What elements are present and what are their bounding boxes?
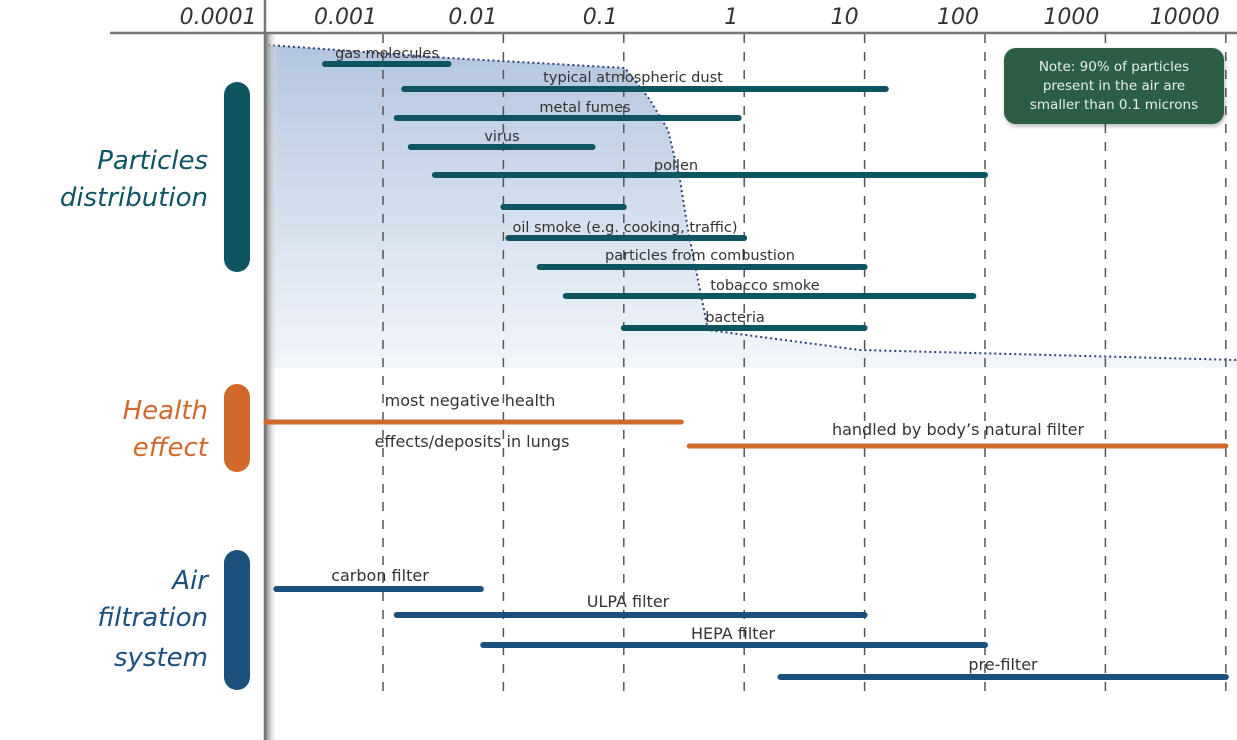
section-title: Air	[170, 566, 210, 596]
x-tick-label: 1	[724, 5, 738, 30]
section-title: Health	[123, 396, 208, 426]
bar-label: handled by body’s natural filter	[832, 420, 1084, 439]
section-title: effect	[133, 433, 209, 463]
bar-label: ULPA filter	[587, 592, 670, 611]
bar-label: pre-filter	[968, 655, 1038, 674]
bar-label: HEPA filter	[691, 624, 775, 643]
bar-label: tobacco smoke	[710, 278, 820, 294]
section-marker	[224, 550, 250, 690]
bar-label: carbon filter	[331, 566, 429, 585]
x-tick-label: 0.1	[583, 5, 618, 30]
bar-label: typical atmospheric dust	[543, 70, 723, 86]
section-title: filtration	[97, 603, 208, 633]
x-tick-label: 1000	[1043, 5, 1099, 30]
bar-label: oil smoke (e.g. cooking, traffic)	[512, 220, 737, 236]
note-line: Note: 90% of particles	[1038, 58, 1190, 75]
distribution-area	[268, 45, 1237, 368]
note-box: Note: 90% of particles present in the ai…	[1004, 48, 1224, 124]
bar-label: gas molecules	[335, 46, 439, 62]
x-tick-label: 10	[831, 5, 859, 30]
section-marker	[224, 82, 250, 272]
bar-label: pollen	[654, 158, 698, 174]
section-marker	[224, 384, 250, 472]
note-line: present in the air are	[1042, 77, 1186, 94]
x-tick-label: 0.0001	[180, 5, 257, 30]
bar-label: most negative health	[385, 391, 556, 410]
bar-label: metal fumes	[539, 100, 630, 116]
bar-label: virus	[484, 129, 519, 145]
axis-shadow	[266, 34, 278, 740]
bar-label: effects/deposits in lungs	[375, 432, 570, 451]
bar-label: particles from combustion	[605, 248, 795, 264]
section-title: system	[114, 643, 208, 673]
x-tick-label: 0.01	[448, 5, 497, 30]
section-title: Particles	[97, 146, 208, 176]
section-title: distribution	[60, 183, 208, 213]
x-tick-label: 100	[937, 5, 979, 30]
bar-label: bacteria	[705, 310, 765, 326]
note-line: smaller than 0.1 microns	[1029, 96, 1199, 113]
x-tick-label: 0.001	[314, 5, 377, 30]
x-tick-label: 10000	[1150, 5, 1220, 30]
